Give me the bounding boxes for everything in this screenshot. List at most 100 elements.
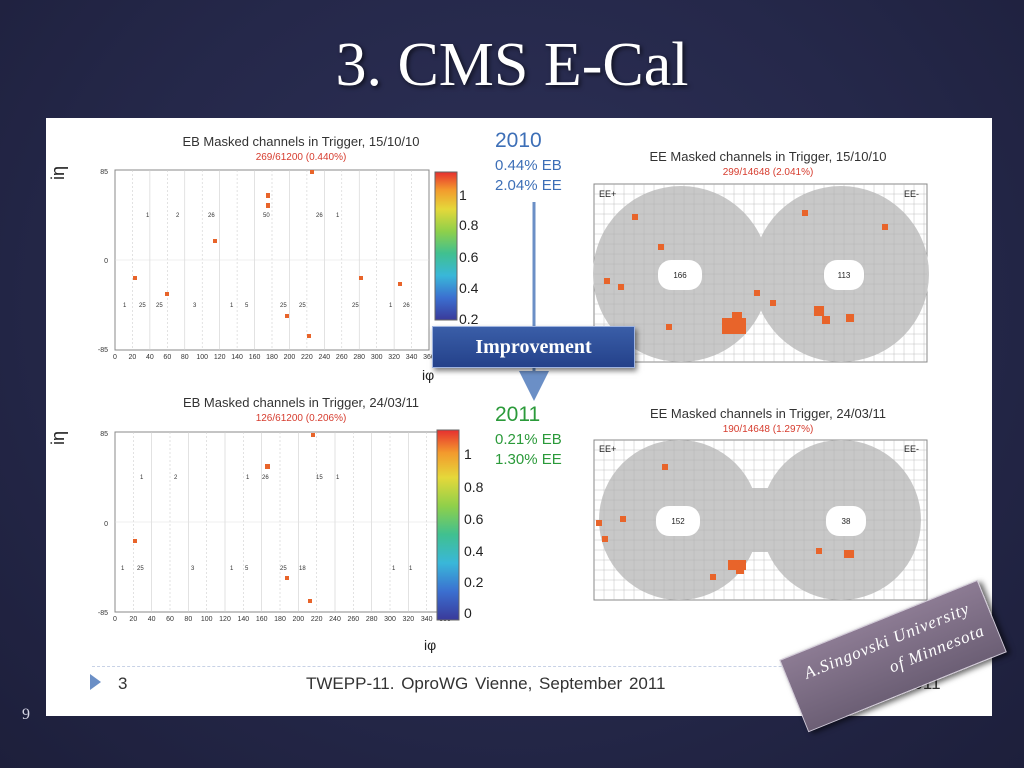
eb-2010-annot: 25 bbox=[156, 303, 163, 309]
masked-cell bbox=[662, 464, 668, 470]
x-tick-label: 120 bbox=[214, 354, 226, 361]
masked-cell bbox=[133, 276, 137, 280]
masked-cell bbox=[666, 324, 672, 330]
x-tick-label: 40 bbox=[148, 616, 156, 623]
masked-cell bbox=[213, 239, 217, 243]
x-tick-label: 60 bbox=[163, 354, 171, 361]
summary-2010: 2010 0.44% EB 2.04% EE bbox=[495, 129, 562, 194]
masked-cell bbox=[618, 284, 624, 290]
eb-2010-ytick-85: 85 bbox=[100, 169, 108, 176]
eb-2010-cbar-tick: 0.2 bbox=[459, 311, 479, 327]
summary-2010-year: 2010 bbox=[495, 129, 542, 152]
x-tick-label: 240 bbox=[329, 616, 341, 623]
eb-2010-annot: 26 bbox=[403, 303, 410, 309]
x-tick-label: 320 bbox=[402, 616, 414, 623]
masked-cell bbox=[165, 292, 169, 296]
masked-cell bbox=[398, 282, 402, 286]
summary-2011-year: 2011 bbox=[495, 403, 540, 426]
eb-2011-x-label: iφ bbox=[424, 637, 436, 653]
masked-cell bbox=[133, 539, 137, 543]
ee-2010-plot: EE Masked channels in Trigger, 15/10/10 … bbox=[593, 149, 929, 363]
eb-2010-annot: 25 bbox=[352, 303, 359, 309]
summary-2010-ee: 2.04% EE bbox=[495, 177, 562, 194]
eb-2011-cbar-tick: 0.4 bbox=[464, 543, 484, 559]
eb-2011-subtitle: 126/61200 (0.206%) bbox=[256, 413, 347, 424]
x-tick-label: 240 bbox=[318, 354, 330, 361]
summary-2011: 2011 0.21% EB 1.30% EE bbox=[495, 403, 562, 468]
eb-2010-masked-cells bbox=[133, 170, 402, 338]
ee-2011-center-left-label: 152 bbox=[671, 517, 685, 526]
ee-2011-center-right-label: 38 bbox=[842, 517, 851, 526]
x-tick-label: 320 bbox=[388, 354, 400, 361]
eb-2010-annot: 25 bbox=[280, 303, 287, 309]
ee-2011-subtitle: 190/14648 (1.297%) bbox=[723, 424, 814, 435]
masked-cell bbox=[310, 170, 314, 174]
eb-2011-masked-cells bbox=[133, 433, 315, 603]
x-tick-label: 180 bbox=[274, 616, 286, 623]
masked-cell bbox=[359, 276, 363, 280]
ee-2010-subtitle: 299/14648 (2.041%) bbox=[723, 167, 814, 178]
eb-2010-annot: 1 bbox=[336, 213, 340, 219]
eb-2011-annot: 25 bbox=[137, 566, 144, 572]
eb-2011-cbar-tick: 0.6 bbox=[464, 511, 484, 527]
x-tick-label: 300 bbox=[384, 616, 396, 623]
masked-cell bbox=[602, 536, 608, 542]
x-tick-label: 80 bbox=[181, 354, 189, 361]
x-tick-label: 200 bbox=[292, 616, 304, 623]
masked-cell bbox=[802, 210, 808, 216]
x-tick-label: 40 bbox=[146, 354, 154, 361]
footer-slide-number: 3 bbox=[118, 674, 128, 693]
eb-2010-annot: 1 bbox=[146, 213, 150, 219]
eb-2010-title: EB Masked channels in Trigger, 15/10/10 bbox=[182, 134, 419, 149]
eb-2011-cbar-tick: 1 bbox=[464, 446, 472, 462]
masked-cell bbox=[722, 318, 746, 334]
masked-cell bbox=[816, 548, 822, 554]
masked-cell bbox=[307, 334, 311, 338]
footer-divider bbox=[92, 666, 957, 667]
x-tick-label: 340 bbox=[406, 354, 418, 361]
eb-2011-annot: 1 bbox=[246, 475, 250, 481]
footer-arrow-icon bbox=[90, 674, 101, 690]
eb-2011-annot: 1 bbox=[230, 566, 234, 572]
x-tick-label: 100 bbox=[201, 616, 213, 623]
masked-cell bbox=[266, 193, 270, 198]
ee-2010-minus-label: EE- bbox=[904, 189, 919, 199]
ee-2010-center-left bbox=[658, 260, 702, 290]
masked-cell bbox=[285, 314, 289, 318]
eb-2011-plot: EB Masked channels in Trigger, 24/03/11 … bbox=[48, 395, 484, 653]
masked-cell bbox=[882, 224, 888, 230]
ee-2011-title: EE Masked channels in Trigger, 24/03/11 bbox=[650, 406, 886, 421]
eb-2011-ytick-85: 85 bbox=[100, 431, 108, 438]
eb-2010-annot: 25 bbox=[139, 303, 146, 309]
x-tick-label: 260 bbox=[347, 616, 359, 623]
x-tick-label: 300 bbox=[371, 354, 383, 361]
x-tick-label: 160 bbox=[249, 354, 261, 361]
eb-2011-title: EB Masked channels in Trigger, 24/03/11 bbox=[183, 395, 419, 410]
eb-2010-annot: 26 bbox=[316, 213, 323, 219]
x-tick-label: 160 bbox=[256, 616, 268, 623]
masked-cell bbox=[658, 244, 664, 250]
x-tick-label: 200 bbox=[284, 354, 296, 361]
masked-cell bbox=[710, 574, 716, 580]
x-tick-label: 0 bbox=[113, 354, 117, 361]
eb-2011-ytick-m85: -85 bbox=[98, 610, 108, 617]
ee-2011-center-left bbox=[656, 506, 700, 536]
masked-cell bbox=[814, 306, 824, 316]
masked-cell bbox=[308, 599, 312, 603]
masked-cell bbox=[732, 312, 742, 320]
x-tick-label: 280 bbox=[353, 354, 365, 361]
summary-2011-ee: 1.30% EE bbox=[495, 451, 562, 468]
summary-2011-eb: 0.21% EB bbox=[495, 431, 562, 448]
eb-2010-annot: 1 bbox=[230, 303, 234, 309]
x-tick-label: 340 bbox=[421, 616, 433, 623]
x-tick-label: 120 bbox=[219, 616, 231, 623]
ee-2011-plus-label: EE+ bbox=[599, 444, 616, 454]
eb-2010-cbar-tick: 0.6 bbox=[459, 249, 479, 265]
eb-2011-y-label: iη bbox=[48, 431, 68, 445]
eb-2011-annot: 1 bbox=[392, 566, 396, 572]
masked-cell bbox=[265, 464, 270, 469]
masked-cell bbox=[632, 214, 638, 220]
figure-canvas: EB Masked channels in Trigger, 15/10/10 … bbox=[48, 129, 929, 653]
masked-cell bbox=[620, 516, 626, 522]
eb-2010-annot: 1 bbox=[123, 303, 127, 309]
